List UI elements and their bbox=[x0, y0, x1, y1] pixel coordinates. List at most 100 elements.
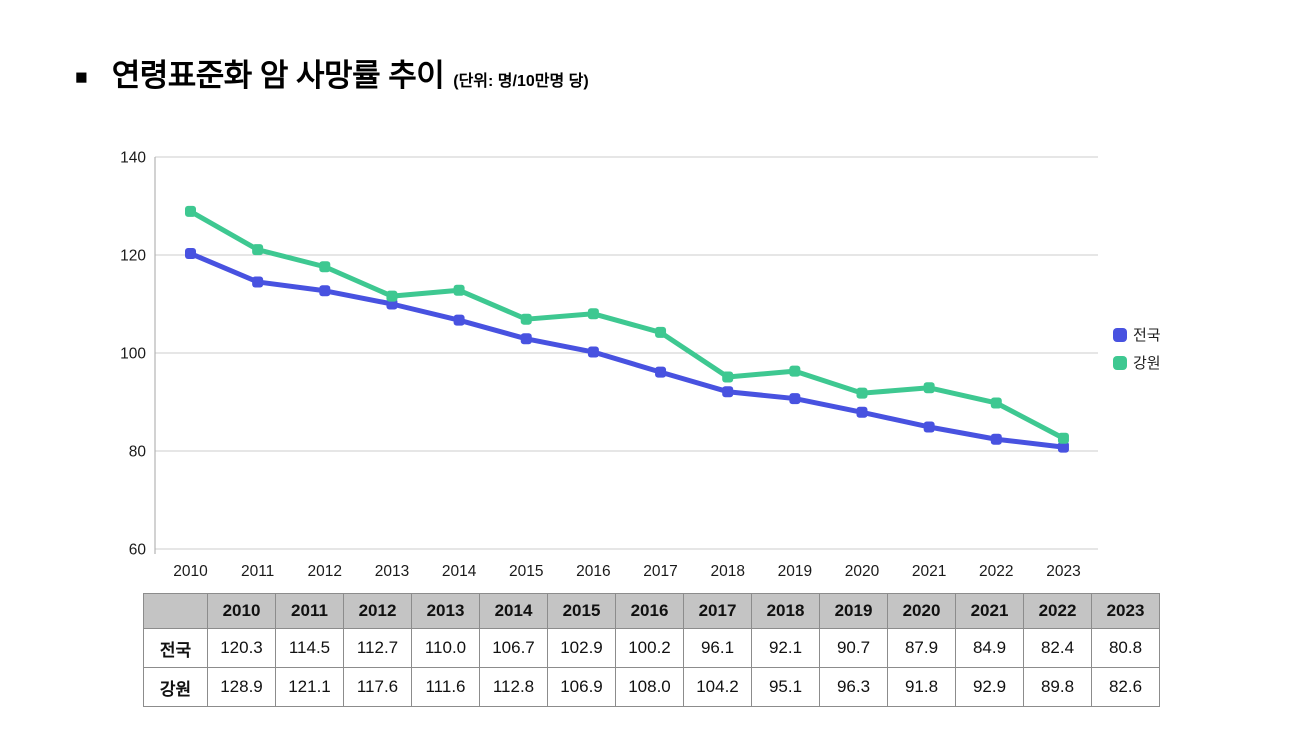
table-cell: 92.1 bbox=[751, 628, 820, 668]
table-cell: 102.9 bbox=[547, 628, 616, 668]
data-point-강원 bbox=[520, 313, 532, 325]
data-point-전국 bbox=[990, 433, 1002, 445]
chart-legend: 전국 강원 bbox=[1113, 324, 1161, 373]
table-cell: 108.0 bbox=[615, 667, 684, 707]
table-cell: 110.0 bbox=[411, 628, 480, 668]
table-cell: 106.7 bbox=[479, 628, 548, 668]
data-point-전국 bbox=[789, 393, 801, 405]
x-tick-label: 2018 bbox=[710, 563, 744, 580]
table-header-row: 2010 2011 2012 2013 2014 2015 2016 2017 2018 2019… bbox=[143, 593, 1160, 629]
table-year-header: 2012 bbox=[343, 593, 412, 629]
table-cell: 128.9 bbox=[207, 667, 276, 707]
data-table: 2010 2011 2012 2013 2014 2015 2016 2017 2018 2019… bbox=[143, 593, 1160, 707]
table-cell: 90.7 bbox=[819, 628, 888, 668]
table-header: 2010 2011 2012 2013 2014 2015 2016 2017 2018 2019… bbox=[143, 593, 1160, 629]
table-year-header: 2013 bbox=[411, 593, 480, 629]
data-point-강원 bbox=[722, 371, 734, 383]
legend-label-gangwon: 강원 bbox=[1133, 355, 1161, 372]
table-row-label: 전국 bbox=[143, 628, 208, 668]
series-line-전국 bbox=[188, 251, 1066, 450]
x-tick-label: 2023 bbox=[1046, 563, 1080, 580]
table-year-header: 2020 bbox=[887, 593, 956, 629]
y-tick-label: 120 bbox=[120, 248, 146, 265]
data-point-전국 bbox=[319, 285, 331, 297]
data-point-강원 bbox=[587, 308, 599, 320]
table-cell: 114.5 bbox=[275, 628, 344, 668]
table-cell: 112.7 bbox=[343, 628, 412, 668]
x-tick-label: 2011 bbox=[241, 563, 274, 580]
table-cell: 96.1 bbox=[683, 628, 752, 668]
table-cell: 121.1 bbox=[275, 667, 344, 707]
x-tick-label: 2014 bbox=[442, 563, 477, 580]
x-tick-label: 2017 bbox=[643, 563, 677, 580]
page-title: 연령표준화 암 사망률 추이 bbox=[111, 58, 445, 93]
x-tick-label: 2022 bbox=[979, 563, 1013, 580]
data-point-전국 bbox=[587, 346, 599, 358]
unit-label: (단위: 명/10만명 당) bbox=[453, 73, 589, 90]
data-point-강원 bbox=[923, 382, 935, 394]
legend-swatch-gangwon bbox=[1113, 355, 1127, 370]
data-point-전국 bbox=[856, 406, 868, 418]
x-tick-label: 2020 bbox=[845, 563, 880, 580]
data-point-강원 bbox=[856, 387, 868, 399]
legend-label-jeonguk: 전국 bbox=[1133, 327, 1161, 344]
table-year-header: 2017 bbox=[683, 593, 752, 629]
table-year-header: 2010 bbox=[207, 593, 276, 629]
table-cell: 96.3 bbox=[819, 667, 888, 707]
table-cell: 82.4 bbox=[1023, 628, 1092, 668]
y-tick-label: 80 bbox=[129, 444, 147, 461]
table-cell: 106.9 bbox=[547, 667, 616, 707]
series-line-강원 bbox=[188, 208, 1066, 441]
y-tick-label: 100 bbox=[120, 346, 146, 363]
table-year-header: 2019 bbox=[819, 593, 888, 629]
data-point-전국 bbox=[722, 386, 734, 398]
data-point-전국 bbox=[923, 421, 935, 433]
line-chart: 60 80 100 120 140 2010 2011 2012 2013 2014 2015 201… bbox=[120, 150, 1098, 580]
x-tick-label: 2016 bbox=[576, 563, 610, 580]
table-cell: 117.6 bbox=[343, 667, 412, 707]
data-point-전국 bbox=[655, 366, 667, 378]
table-row: 전국 120.3 114.5 112.7 110.0 106.7 102.9 100.2 96.… bbox=[143, 628, 1160, 668]
table-cell: 87.9 bbox=[887, 628, 956, 668]
table-row: 강원 128.9 121.1 117.6 111.6 112.8 106.9 108.0 104… bbox=[143, 667, 1160, 707]
chart-header: ■ 연령표준화 암 사망률 추이 (단위: 명/10만명 당) bbox=[75, 50, 589, 95]
table-cell: 91.8 bbox=[887, 667, 956, 707]
data-point-전국 bbox=[252, 276, 264, 288]
data-point-강원 bbox=[453, 284, 465, 296]
table-year-header: 2021 bbox=[955, 593, 1024, 629]
table-cell: 120.3 bbox=[207, 628, 276, 668]
x-tick-label: 2019 bbox=[778, 563, 812, 580]
table-cell: 112.8 bbox=[479, 667, 548, 707]
table-body: 전국 120.3 114.5 112.7 110.0 106.7 102.9 100.2 96.… bbox=[143, 628, 1160, 707]
data-point-강원 bbox=[990, 397, 1002, 409]
data-point-전국 bbox=[453, 314, 465, 326]
table-cell: 100.2 bbox=[615, 628, 684, 668]
x-tick-label: 2021 bbox=[912, 563, 946, 580]
data-point-전국 bbox=[520, 333, 532, 345]
table-cell: 89.8 bbox=[1023, 667, 1092, 707]
table-cell: 92.9 bbox=[955, 667, 1024, 707]
table-row-label: 강원 bbox=[143, 667, 208, 707]
table-year-header: 2018 bbox=[751, 593, 820, 629]
data-point-강원 bbox=[252, 244, 264, 256]
table-cell: 95.1 bbox=[751, 667, 820, 707]
table-cell: 111.6 bbox=[411, 667, 480, 707]
y-tick-label: 60 bbox=[129, 542, 147, 559]
data-point-강원 bbox=[1057, 432, 1069, 444]
x-tick-label: 2010 bbox=[173, 563, 208, 580]
table-year-header: 2015 bbox=[547, 593, 616, 629]
y-tick-label: 140 bbox=[120, 150, 146, 167]
table-corner-cell bbox=[143, 593, 208, 629]
legend-item-jeonguk: 전국 bbox=[1113, 324, 1161, 345]
table-cell: 80.8 bbox=[1091, 628, 1160, 668]
x-tick-label: 2013 bbox=[375, 563, 409, 580]
data-point-강원 bbox=[386, 290, 398, 302]
table-cell: 84.9 bbox=[955, 628, 1024, 668]
legend-swatch-jeonguk bbox=[1113, 327, 1127, 342]
data-point-전국 bbox=[185, 248, 196, 260]
x-tick-label: 2012 bbox=[308, 563, 342, 580]
table-year-header: 2016 bbox=[615, 593, 684, 629]
data-point-강원 bbox=[319, 261, 331, 273]
bullet-square-icon: ■ bbox=[75, 66, 88, 89]
